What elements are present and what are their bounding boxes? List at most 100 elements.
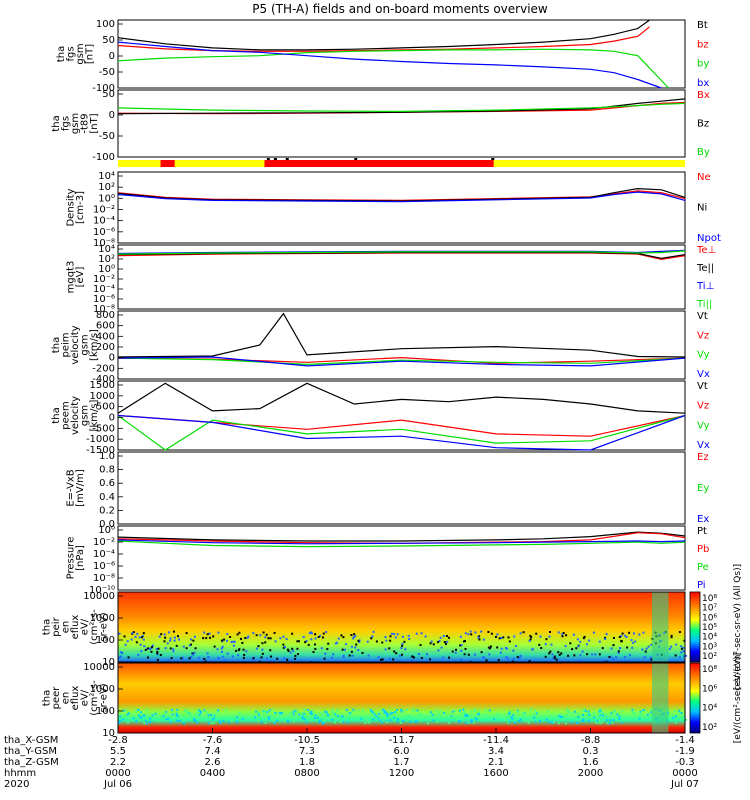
spectrogram-speckle — [567, 654, 570, 657]
ytick-label: 1.0 — [99, 451, 115, 462]
legend-entry: Bz — [697, 119, 709, 130]
spectrogram-speckle — [400, 647, 403, 650]
spectrogram-speckle — [552, 656, 555, 659]
spectrogram-speckle — [144, 648, 147, 651]
spectrogram-speckle — [302, 636, 305, 639]
spectrogram-speckle — [358, 639, 361, 642]
ylabel-line: fgs — [65, 46, 76, 61]
spectrogram-speckle — [427, 722, 430, 725]
legend-entry: Ne — [697, 172, 711, 183]
spectrogram-speckle — [360, 717, 363, 720]
series-line-Bz — [117, 98, 686, 115]
ytick-label: 10⁴ — [98, 244, 115, 255]
spectrogram-speckle — [247, 635, 250, 638]
spectrogram-speckle — [273, 722, 276, 725]
ylabel-line: eV/ — [80, 689, 91, 706]
spectrogram-speckle — [388, 647, 391, 650]
series-line-bx — [117, 41, 662, 89]
spectrogram-speckle — [141, 636, 144, 639]
spectrogram-speckle — [118, 722, 121, 725]
spectrogram-speckle — [638, 717, 641, 720]
spectrogram-speckle — [568, 716, 571, 719]
spectrogram-speckle — [500, 637, 503, 640]
spectrogram-speckle — [314, 714, 317, 717]
spectrogram-speckle — [561, 715, 564, 718]
spectrogram-speckle — [291, 647, 294, 650]
ytick-label: 10⁴ — [98, 171, 115, 182]
spectrogram-speckle — [592, 717, 595, 720]
spectrogram-speckle — [487, 630, 490, 633]
spectrogram-speckle — [179, 719, 182, 722]
spectrogram-speckle — [592, 631, 595, 634]
colorbar-tick-label: 10² — [702, 652, 717, 662]
panel-frame — [117, 89, 686, 158]
spectrogram-speckle — [183, 722, 186, 725]
spectrogram-speckle — [308, 632, 311, 635]
series-line-Vx — [117, 414, 686, 451]
legend-entry: Vt — [697, 381, 708, 392]
spectrogram-speckle — [151, 644, 154, 647]
spectrogram-speckle — [488, 647, 491, 650]
panel-frame — [117, 171, 686, 244]
ylabel-line: [nT] — [84, 44, 95, 64]
spectrogram-speckle — [473, 653, 476, 656]
legend-entry: Vy — [697, 420, 710, 431]
spectrogram-speckle — [347, 721, 350, 724]
spectrogram-speckle — [203, 657, 206, 660]
spectrogram-speckle — [203, 709, 206, 712]
spectrogram-speckle — [283, 646, 286, 649]
series-line-Vx — [117, 356, 686, 367]
spectrogram-speckle — [632, 632, 635, 635]
spectrogram-speckle — [292, 720, 295, 723]
spectrogram-speckle — [609, 719, 612, 722]
spectrogram-speckle — [331, 718, 334, 721]
ytick-label: 10 — [102, 728, 115, 739]
spectrogram-speckle — [350, 650, 353, 653]
ylabel-line: tha — [42, 619, 53, 635]
spectrogram-speckle — [241, 717, 244, 720]
spectrogram-speckle — [162, 715, 165, 718]
spectrogram-speckle — [352, 637, 355, 640]
spectrogram-speckle — [357, 709, 360, 712]
series-line-By — [117, 102, 686, 113]
spectrogram-speckle — [583, 716, 586, 719]
spectrogram-speckle — [388, 657, 391, 660]
spectrogram-speckle — [595, 721, 598, 724]
spectrogram-speckle — [417, 717, 420, 720]
spectrogram-speckle — [305, 640, 308, 643]
spectrogram-speckle — [146, 722, 149, 725]
colorbar-tick-label: 10⁸ — [702, 665, 717, 675]
spectrogram-speckle — [372, 630, 375, 633]
spectrogram-speckle — [135, 710, 138, 713]
colorbar-tick-label: 10³ — [702, 642, 717, 652]
spectrogram-speckle — [131, 632, 134, 635]
spectrogram-edge — [651, 592, 669, 662]
spectrogram-speckle — [407, 715, 410, 718]
ytick-label: 10⁻⁶ — [93, 227, 115, 238]
spectrogram-speckle — [287, 714, 290, 717]
ylabel-line: tha — [51, 407, 62, 423]
spectrogram-speckle — [522, 715, 525, 718]
spectrogram-speckle — [366, 719, 369, 722]
spectrogram-speckle — [490, 632, 493, 635]
spectrogram-speckle — [126, 660, 129, 663]
spectrogram-speckle — [137, 653, 140, 656]
spectrogram-speckle — [207, 655, 210, 658]
spectrogram-speckle — [252, 632, 255, 635]
spectrogram-speckle — [396, 717, 399, 720]
spectrogram-speckle — [303, 708, 306, 711]
ylabel-line: mgqt3 — [65, 261, 76, 294]
ytick-label: 1500 — [90, 380, 115, 391]
spectrogram-speckle — [147, 647, 150, 650]
spectrogram-speckle — [581, 709, 584, 712]
spectrogram-speckle — [389, 719, 392, 722]
spectrogram-speckle — [142, 632, 145, 635]
spectrogram-speckle — [440, 646, 443, 649]
spectrogram-speckle — [336, 717, 339, 720]
spectrogram-speckle — [185, 647, 188, 650]
spectrogram-speckle — [157, 647, 160, 650]
spectrogram-speckle — [355, 643, 358, 646]
ytick-label: 0.4 — [99, 492, 115, 503]
spectrogram-speckle — [352, 636, 355, 639]
